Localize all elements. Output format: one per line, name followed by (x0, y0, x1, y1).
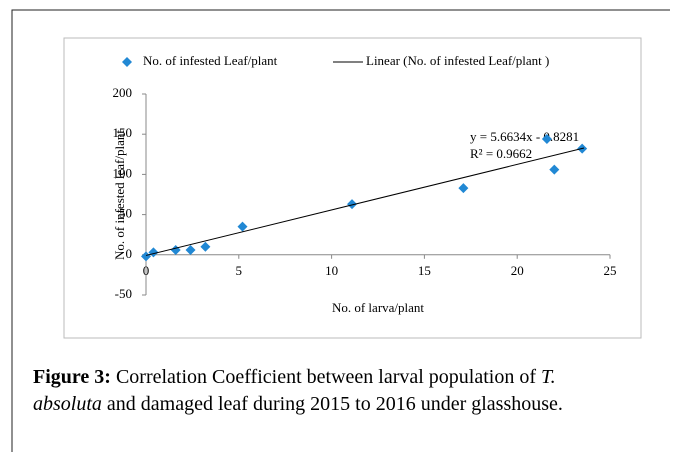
r-squared: R² = 0.9662 (470, 146, 532, 161)
x-tick-label: 5 (236, 263, 243, 278)
x-tick-label: 0 (143, 263, 150, 278)
x-tick-label: 15 (418, 263, 431, 278)
point (549, 164, 560, 175)
caption-line: Figure 3: Correlation Coefficient betwee… (33, 366, 556, 388)
y-axis-label: No. of infested leaf/plant (112, 130, 127, 260)
x-tick-label: 20 (511, 263, 524, 278)
legend-label: Linear (No. of infested Leaf/plant ) (366, 53, 549, 68)
caption-label: Figure 3: (33, 366, 111, 388)
point (458, 183, 469, 194)
caption-text: absoluta (33, 393, 102, 415)
x-axis-label: No. of larva/plant (332, 300, 424, 315)
x-tick-label: 10 (325, 263, 338, 278)
point (148, 247, 159, 258)
equation: y = 5.6634x - 0.8281 (470, 129, 579, 144)
legend-label: No. of infested Leaf/plant (143, 53, 278, 68)
point (170, 244, 181, 255)
point (200, 241, 211, 252)
page-frame (11, 9, 670, 452)
y-tick-label: -50 (115, 286, 132, 301)
caption-text: Correlation Coefficient between larval p… (111, 366, 541, 388)
point (185, 244, 196, 255)
y-tick-label: 50 (119, 206, 132, 221)
y-tick-label: 200 (113, 85, 133, 100)
caption-text: and damaged leaf during 2015 to 2016 und… (102, 393, 563, 415)
point (141, 251, 151, 262)
y-tick-label: 100 (113, 165, 133, 180)
y-tick-label: 150 (113, 125, 133, 140)
chart-frame (63, 37, 642, 339)
point (541, 134, 552, 145)
caption-line: absoluta and damaged leaf during 2015 to… (33, 393, 563, 415)
point (237, 221, 248, 232)
trend-line (145, 147, 585, 256)
caption-text: T. (541, 366, 556, 388)
x-tick-label: 25 (604, 263, 617, 278)
point (347, 199, 358, 210)
legend-marker (122, 57, 132, 67)
y-tick-label: 0 (126, 246, 133, 261)
